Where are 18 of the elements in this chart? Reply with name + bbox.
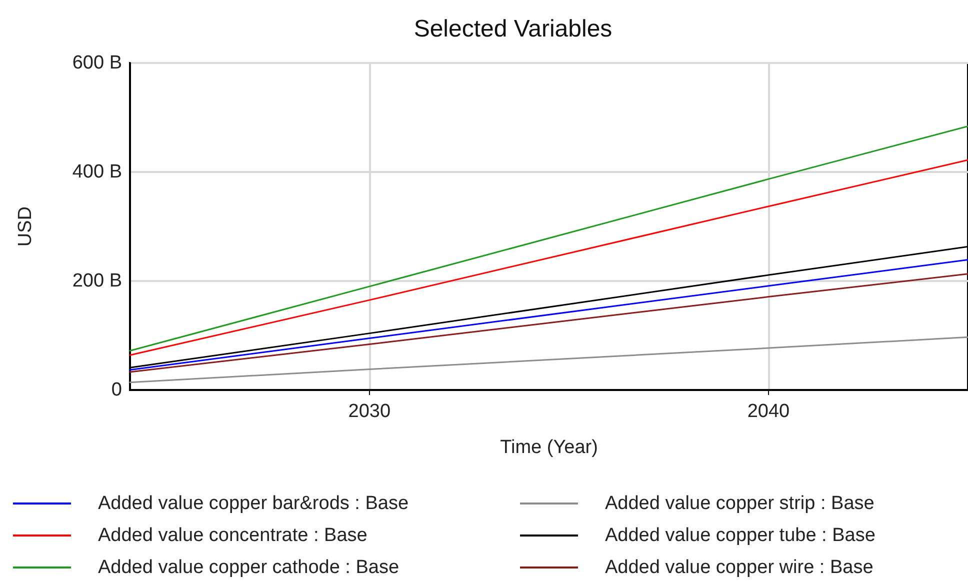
legend-label: Added value copper wire : Base [605,557,874,578]
legend-label: Added value copper bar&rods : Base [98,493,409,514]
legend-label: Added value concentrate : Base [98,525,368,546]
x-axis-title: Time (Year) [500,437,598,458]
line-series [129,125,968,352]
legend-label: Added value copper tube : Base [605,525,876,546]
y-tick-label: 600 B [72,52,122,74]
line-series [129,336,968,384]
legend-label: Added value copper strip : Base [605,493,874,514]
y-tick-label: 0 [111,380,122,400]
legend-label: Added value copper cathode : Base [98,557,400,578]
line-series [129,159,968,356]
y-axis-title: USD [15,206,36,247]
y-tick-label: 400 B [72,162,122,182]
chart-title: Selected Variables [414,16,612,42]
y-tick-label: 200 B [72,270,122,292]
x-tick-label: 2030 [348,401,391,422]
x-tick-label: 2040 [747,401,790,422]
